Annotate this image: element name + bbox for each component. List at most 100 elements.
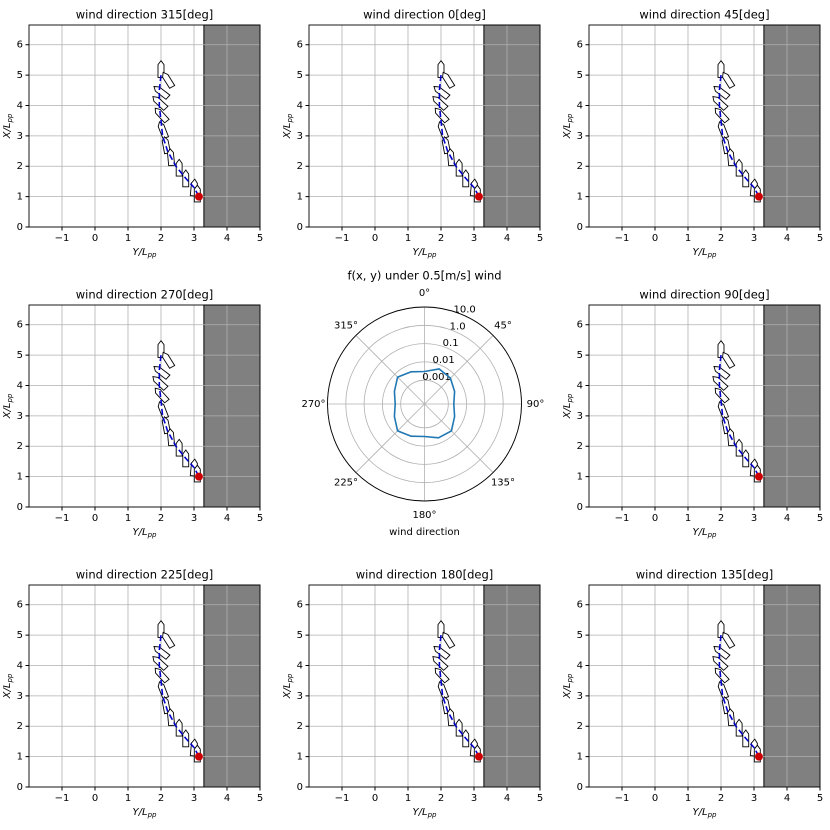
ship-outline: [442, 71, 456, 89]
ship-outline: [434, 107, 450, 124]
ship-outline: [433, 86, 451, 100]
y-axis-label: X/Lpp: [282, 673, 294, 699]
label-text: X/L: [2, 123, 13, 140]
y-tick-label: 1: [297, 752, 303, 763]
x-tick-label: 2: [158, 513, 164, 524]
label-text: X/L: [562, 683, 573, 700]
radial-tick-label: 0.001: [422, 372, 451, 383]
x-axis-label: wind direction: [389, 527, 460, 538]
y-axis-label: X/Lpp: [562, 113, 574, 139]
x-tick-label: 1: [125, 233, 131, 244]
end-point: [194, 752, 203, 761]
shaded-region: [203, 584, 261, 788]
angular-grid-line: [424, 403, 494, 473]
trajectory-line: [718, 355, 760, 477]
y-tick-label: 2: [577, 721, 583, 732]
label-text: X/L: [282, 683, 293, 700]
shaded-region: [483, 24, 541, 228]
y-tick-label: 4: [17, 380, 23, 391]
subplot-title: wind direction 180[deg]: [356, 568, 494, 582]
end-point: [194, 192, 203, 201]
x-tick-label: 2: [158, 233, 164, 244]
y-tick-label: 3: [297, 691, 303, 702]
radial-grid-circle: [381, 361, 468, 447]
trajectory-line: [438, 75, 480, 197]
subplot-title: wind direction 90[deg]: [639, 288, 769, 302]
subplot: −1 0 1 2 3 4 5 0 1 2 3 4 5 6 wind direction 180[deg] Y/…: [282, 568, 543, 820]
label-text: Y/L: [413, 807, 428, 818]
x-tick-label: 4: [504, 233, 510, 244]
axes-frame: [28, 304, 261, 508]
x-tick-label: 2: [718, 793, 724, 804]
x-tick-label: 4: [784, 793, 790, 804]
x-tick-label: 3: [751, 793, 757, 804]
x-tick-label: 1: [405, 793, 411, 804]
y-axis-label: X/Lpp: [2, 113, 14, 139]
x-tick-label: 5: [537, 793, 543, 804]
ship-outline: [442, 631, 456, 649]
y-tick-label: 6: [577, 320, 583, 331]
angle-label: 90°: [527, 399, 545, 410]
y-tick-label: 5: [297, 70, 303, 81]
x-tick-label: 5: [257, 513, 263, 524]
y-tick-label: 1: [577, 752, 583, 763]
x-tick-label: 4: [784, 233, 790, 244]
y-tick-label: 3: [17, 691, 23, 702]
x-tick-label: 2: [158, 793, 164, 804]
subplot-title: wind direction 0[deg]: [363, 8, 486, 22]
y-tick-label: 1: [577, 472, 583, 483]
y-tick-label: 5: [297, 630, 303, 641]
x-tick-label: 5: [257, 793, 263, 804]
x-tick-label: 2: [718, 513, 724, 524]
label-subscript: pp: [707, 531, 717, 539]
y-tick-label: 1: [17, 192, 23, 203]
ship-outline: [153, 366, 171, 380]
trajectory-line: [718, 75, 760, 197]
x-tick-label: 3: [191, 233, 197, 244]
ship-outline: [154, 107, 170, 124]
subplot: −1 0 1 2 3 4 5 0 1 2 3 4 5 6 wind direction 270[deg] Y/…: [2, 288, 263, 540]
y-tick-label: 0: [577, 222, 583, 233]
label-text: Y/L: [693, 527, 708, 538]
y-tick-label: 0: [17, 782, 23, 793]
y-tick-label: 2: [17, 721, 23, 732]
label-subscript: pp: [566, 113, 574, 123]
y-tick-label: 4: [297, 100, 303, 111]
x-tick-label: 0: [652, 513, 658, 524]
shaded-region: [203, 304, 261, 508]
subplot-title: wind direction 270[deg]: [76, 288, 214, 302]
y-tick-label: 0: [577, 782, 583, 793]
angle-label: 315°: [334, 321, 358, 332]
x-tick-label: 3: [471, 793, 477, 804]
x-tick-label: 3: [751, 233, 757, 244]
x-tick-label: 5: [817, 793, 823, 804]
x-tick-label: 4: [224, 233, 230, 244]
x-tick-label: 2: [718, 233, 724, 244]
ship-outline: [154, 387, 170, 404]
axes-frame: [588, 24, 821, 228]
x-tick-label: 1: [685, 233, 691, 244]
label-subscript: pp: [707, 251, 717, 259]
ship-outline: [713, 86, 731, 100]
x-tick-label: 0: [652, 233, 658, 244]
x-axis-label: Y/Lpp: [413, 807, 438, 819]
x-tick-label: −1: [55, 513, 70, 524]
ship-outline: [714, 107, 730, 124]
axes-frame: [28, 584, 261, 788]
x-tick-label: 3: [191, 513, 197, 524]
y-tick-label: 6: [17, 40, 23, 51]
label-subscript: pp: [147, 251, 157, 259]
x-tick-label: 3: [471, 233, 477, 244]
y-tick-label: 2: [577, 441, 583, 452]
label-subscript: pp: [427, 811, 437, 819]
y-tick-label: 2: [577, 161, 583, 172]
label-text: X/L: [562, 403, 573, 420]
x-tick-label: 0: [372, 793, 378, 804]
label-subscript: pp: [566, 673, 574, 683]
y-tick-label: 1: [17, 472, 23, 483]
label-text: X/L: [2, 683, 13, 700]
y-tick-label: 2: [17, 441, 23, 452]
subplot-title: wind direction 135[deg]: [636, 568, 774, 582]
ship-outline: [722, 71, 736, 89]
